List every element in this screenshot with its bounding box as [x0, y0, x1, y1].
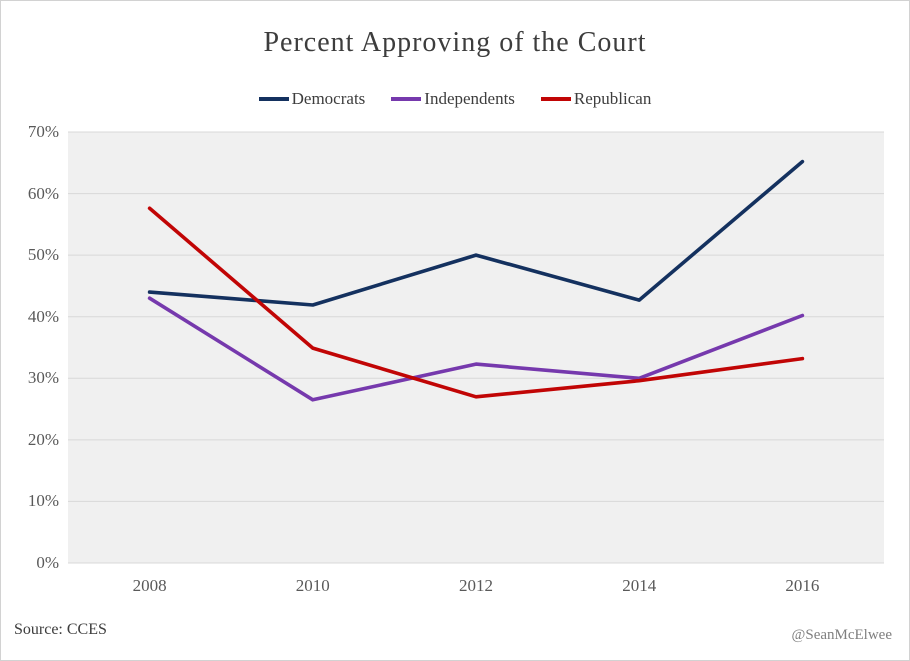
y-tick-label: 40%	[27, 306, 59, 326]
watermark: @SeanMcElwee	[791, 627, 892, 643]
y-tick-label: 50%	[27, 245, 59, 265]
y-tick-label: 20%	[27, 429, 59, 449]
series-line-democrats	[147, 159, 805, 307]
series-line-republican	[147, 206, 805, 399]
x-tick-label: 2010	[295, 576, 330, 595]
x-axis-labels: 2008 2010 2012 2014 2016	[68, 576, 884, 596]
source-note: Source: CCES	[14, 621, 107, 638]
plot-area	[68, 131, 884, 564]
y-tick-label: 0%	[36, 553, 59, 572]
chart-title: Percent Approving of the Court	[263, 27, 647, 58]
x-tick-label: 2014	[622, 576, 657, 595]
legend-label: Republican	[573, 89, 652, 108]
legend: Democrats Independents Republican	[1, 89, 909, 109]
y-tick-label: 30%	[27, 368, 59, 388]
series-line-independents	[147, 296, 805, 402]
x-tick-label: 2008	[132, 576, 167, 595]
y-axis-labels: 70% 60% 50% 40% 30% 20% 10% 0%	[1, 122, 59, 572]
legend-label: Independents	[424, 89, 515, 108]
legend-swatch	[258, 97, 289, 101]
x-tick-label: 2016	[785, 576, 820, 595]
y-tick-label: 10%	[27, 491, 59, 511]
legend-item-democrats: Democrats	[258, 89, 366, 109]
legend-item-republican: Republican	[540, 89, 652, 109]
x-tick-label: 2012	[459, 576, 493, 595]
legend-swatch	[391, 97, 422, 101]
legend-swatch	[540, 97, 571, 101]
y-tick-label: 60%	[27, 183, 59, 203]
legend-label: Democrats	[291, 89, 366, 108]
y-tick-label: 70%	[27, 122, 59, 141]
legend-item-independents: Independents	[391, 89, 515, 109]
chart-canvas	[68, 131, 884, 564]
